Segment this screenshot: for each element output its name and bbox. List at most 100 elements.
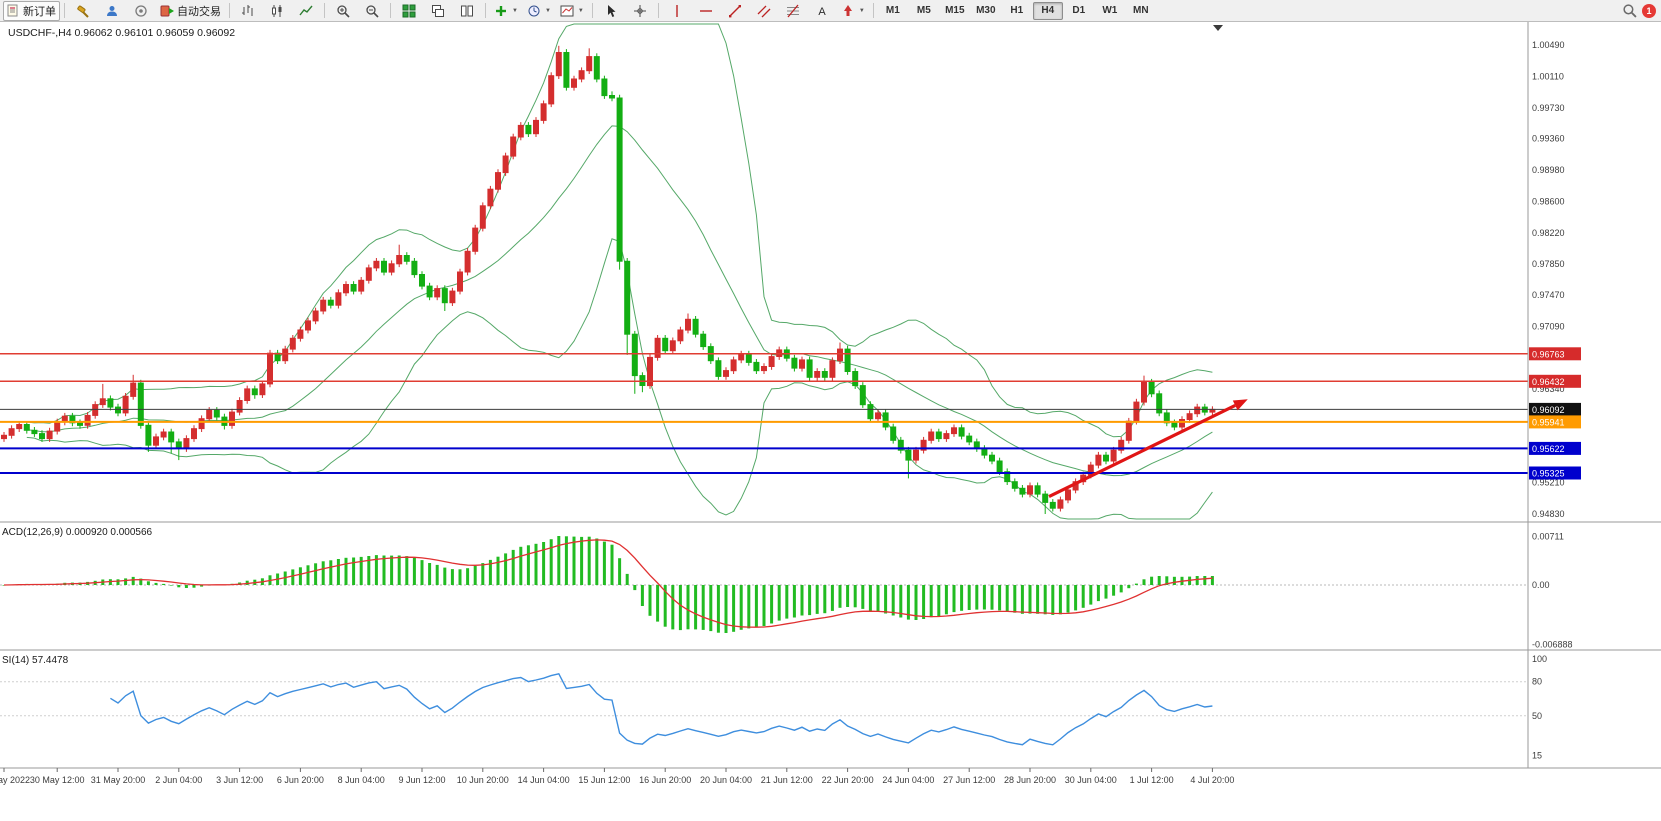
autotrading-button[interactable]: 自动交易: [156, 1, 225, 21]
crosshair-button[interactable]: [626, 1, 654, 21]
macd-signal-line: [3, 539, 1213, 628]
trend-arrow-line[interactable]: [1048, 404, 1236, 499]
panel-frame: [0, 22, 1661, 769]
svg-text:20 Jun 04:00: 20 Jun 04:00: [700, 775, 752, 785]
timeframe-W1[interactable]: W1: [1102, 5, 1118, 16]
zoom-out-button[interactable]: [358, 1, 386, 21]
broadcast-icon: [135, 4, 147, 17]
svg-text:A: A: [818, 6, 826, 18]
horizontal-lines: [0, 353, 1528, 474]
candlesticks: [1, 45, 1216, 514]
svg-text:31 May 20:00: 31 May 20:00: [91, 775, 146, 785]
timeframe-MN[interactable]: MN: [1133, 5, 1149, 16]
svg-text:30 May 12:00: 30 May 12:00: [30, 775, 85, 785]
timeframe-M5[interactable]: M5: [916, 5, 931, 16]
svg-text:2 Jun 04:00: 2 Jun 04:00: [155, 775, 202, 785]
cursor-icon: [607, 4, 616, 17]
timeframe-M15[interactable]: M15: [945, 5, 965, 16]
svg-text:27 May 2022: 27 May 2022: [0, 775, 30, 785]
new-order-icon: [7, 4, 18, 17]
indicators-button[interactable]: ▼: [490, 1, 522, 21]
arrow-objects-icon: [843, 4, 852, 16]
search-icon[interactable]: [1622, 3, 1637, 18]
chevron-down-icon: ▼: [544, 7, 551, 14]
toolbar-separator: [485, 3, 486, 18]
horizontal-line-button[interactable]: [692, 1, 720, 21]
fibonacci-button[interactable]: [779, 1, 807, 21]
bar-chart-icon: [242, 4, 253, 16]
channel-icon: [757, 5, 771, 17]
timeframe-M30[interactable]: M30: [976, 5, 996, 16]
periods-button[interactable]: ▼: [523, 1, 555, 21]
gavel-button[interactable]: [69, 1, 97, 21]
chevron-down-icon: ▼: [858, 7, 865, 14]
trendline-button[interactable]: [721, 1, 749, 21]
zoom-in-button[interactable]: [329, 1, 357, 21]
tile-vertical-button[interactable]: [453, 1, 481, 21]
new-order-button[interactable]: 新订单: [3, 0, 60, 21]
template-icon: [560, 5, 574, 16]
chevron-down-icon: ▼: [512, 7, 518, 14]
zoom-in-icon: [337, 4, 350, 18]
cursor-button[interactable]: [597, 1, 625, 21]
svg-text:0.00: 0.00: [1532, 580, 1550, 590]
chart-area: 1.00490 1.00110 0.99730 0.99360 0.98980 0.986…: [0, 22, 1661, 821]
arrow-objects-button[interactable]: ▼: [837, 1, 869, 21]
candlestick-chart-button[interactable]: [263, 1, 291, 21]
profile-button[interactable]: [98, 1, 126, 21]
svg-text:0.97090: 0.97090: [1532, 322, 1565, 332]
macd-axis: 0.00711 0.00 -0.006888: [1532, 532, 1573, 650]
timeframe-D1[interactable]: D1: [1072, 5, 1086, 16]
tile-windows-button[interactable]: [395, 1, 423, 21]
bar-chart-button[interactable]: [234, 1, 262, 21]
profile-icon: [107, 5, 117, 16]
svg-text:0.97850: 0.97850: [1532, 259, 1565, 269]
toolbar-separator: [229, 3, 230, 18]
svg-text:80: 80: [1532, 677, 1542, 687]
gavel-icon: [77, 5, 89, 18]
timeframe-H4[interactable]: H4: [1032, 1, 1063, 20]
toolbar-separator: [324, 3, 325, 18]
svg-text:14 Jun 04:00: 14 Jun 04:00: [518, 775, 570, 785]
timeframe-H1[interactable]: H1: [1010, 5, 1024, 16]
svg-text:21 Jun 12:00: 21 Jun 12:00: [761, 775, 813, 785]
fibonacci-icon: [786, 4, 799, 17]
chart-shift-marker[interactable]: [1213, 25, 1223, 31]
svg-text:4 Jul 20:00: 4 Jul 20:00: [1190, 775, 1234, 785]
chart-symbol-quote: USDCHF-,H4 0.96062 0.96101 0.96059 0.960…: [8, 27, 235, 39]
svg-text:0.95210: 0.95210: [1532, 478, 1565, 488]
horizontal-line-icon: [699, 9, 712, 12]
templates-button[interactable]: ▼: [556, 1, 588, 21]
price-axis: 1.00490 1.00110 0.99730 0.99360 0.98980 0.986…: [1529, 40, 1581, 519]
cascade-windows-icon: [432, 4, 444, 17]
svg-text:1.00110: 1.00110: [1532, 72, 1564, 82]
text-tool-button[interactable]: A: [808, 1, 836, 21]
svg-text:9 Jun 12:00: 9 Jun 12:00: [398, 775, 445, 785]
toolbar-separator: [390, 3, 391, 18]
trend-arrow: [1048, 399, 1248, 499]
svg-text:3 Jun 12:00: 3 Jun 12:00: [216, 775, 263, 785]
toolbar-separator: [657, 3, 659, 18]
text-tool-icon: A: [818, 6, 826, 18]
broadcast-button[interactable]: [127, 1, 155, 21]
toolbar-separator: [64, 3, 65, 18]
svg-text:0.95622: 0.95622: [1532, 444, 1565, 454]
svg-text:50: 50: [1532, 711, 1542, 721]
svg-text:0.98980: 0.98980: [1532, 165, 1565, 175]
indicators-icon: [496, 5, 506, 16]
svg-text:28 Jun 20:00: 28 Jun 20:00: [1004, 775, 1056, 785]
channel-button[interactable]: [750, 1, 778, 21]
timeframe-M1[interactable]: M1: [885, 5, 900, 16]
svg-text:0.94830: 0.94830: [1532, 509, 1565, 519]
notification-badge[interactable]: 1: [1642, 3, 1656, 18]
autotrading-icon: [160, 5, 174, 16]
chevron-down-icon: ▼: [577, 7, 584, 14]
chart-canvas[interactable]: 1.00490 1.00110 0.99730 0.99360 0.98980 0.986…: [0, 22, 1661, 821]
svg-text:27 Jun 12:00: 27 Jun 12:00: [943, 775, 995, 785]
svg-text:15: 15: [1532, 751, 1542, 761]
cascade-windows-button[interactable]: [424, 1, 452, 21]
line-chart-button[interactable]: [292, 1, 320, 21]
svg-text:0.99730: 0.99730: [1532, 103, 1565, 113]
vertical-line-button[interactable]: [663, 1, 691, 21]
svg-text:0.96432: 0.96432: [1532, 377, 1565, 387]
